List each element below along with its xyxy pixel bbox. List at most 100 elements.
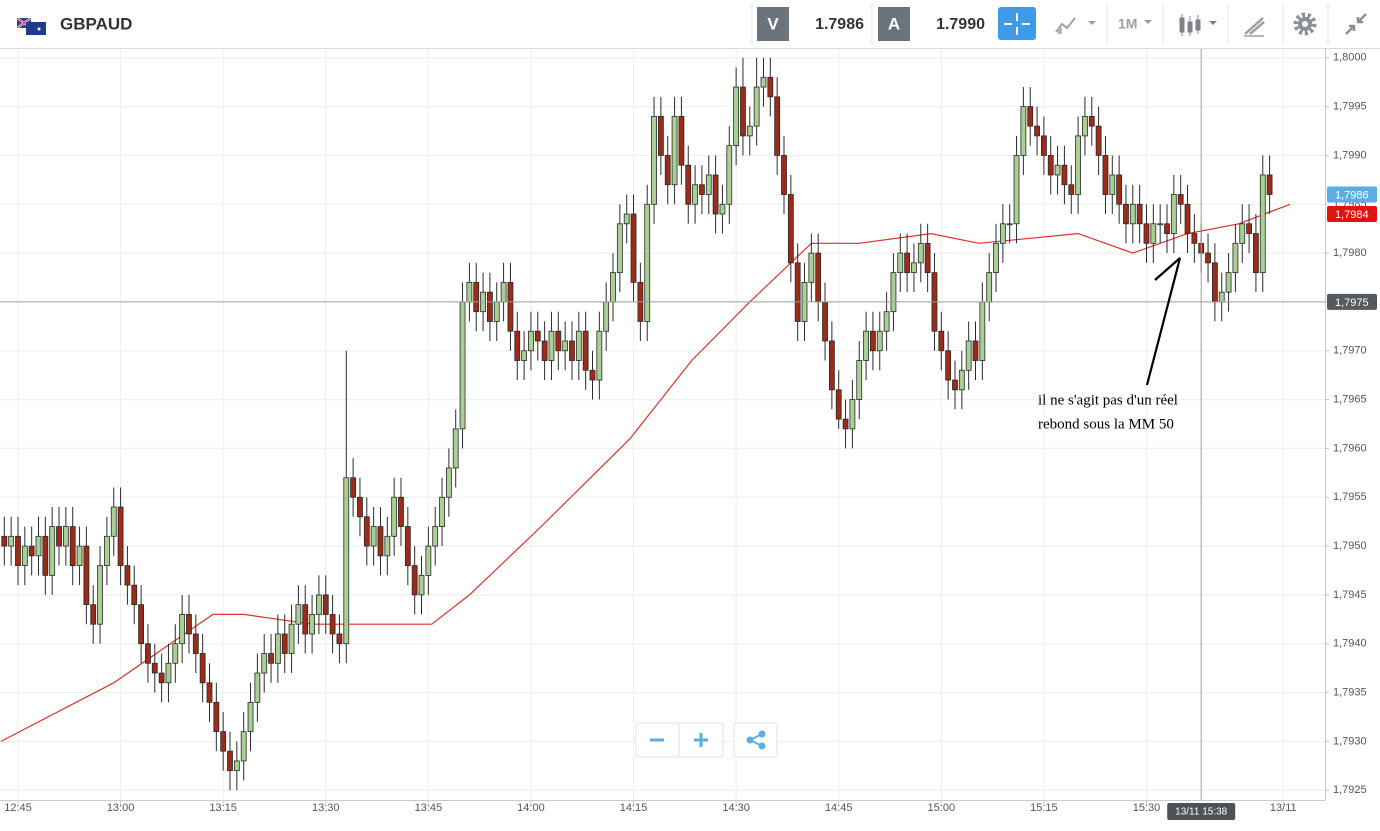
candle-body [90, 604, 97, 625]
candle-body [972, 340, 979, 361]
candle-body [1177, 194, 1184, 205]
candle-body [719, 203, 726, 215]
candle-body [924, 242, 931, 274]
candle-body [1129, 203, 1136, 225]
candle-body [1013, 155, 1020, 225]
candle-body [692, 184, 698, 205]
draw-button[interactable] [1244, 17, 1265, 37]
candle-body [979, 301, 986, 361]
collapse-button[interactable] [1345, 13, 1367, 35]
candle-body [487, 291, 493, 322]
candle-body [500, 281, 507, 303]
candle-body [363, 516, 370, 547]
flag [16, 17, 46, 35]
candle-body [117, 506, 124, 567]
candle-body [233, 760, 240, 772]
candle-body [842, 418, 849, 430]
candle-body [541, 340, 548, 361]
ask-price: 1.7990 [936, 16, 985, 33]
candle-body [528, 330, 534, 352]
candle-body [432, 526, 439, 547]
candle-body [1088, 115, 1095, 127]
candle-body [808, 252, 815, 283]
settings-button[interactable] [1293, 12, 1317, 36]
timeframe[interactable]: 1M [1118, 16, 1137, 32]
candle-body [651, 115, 657, 205]
candle-body [404, 526, 411, 567]
candle-body [165, 662, 172, 684]
ask-badge[interactable] [878, 7, 910, 41]
candle-body [1061, 164, 1068, 186]
candle-body [227, 750, 233, 772]
candle-body [1109, 174, 1116, 195]
candle-body [616, 223, 623, 274]
candle-body [15, 535, 21, 567]
candle-body [678, 115, 685, 166]
candle-body [781, 155, 787, 195]
candle-body [62, 526, 69, 547]
share-button[interactable] [733, 722, 778, 758]
candle-body [124, 565, 131, 586]
candle-body [1116, 174, 1123, 205]
candle-body [35, 535, 42, 557]
y-tick-label: 1,7940 [1333, 638, 1367, 650]
candle-body [439, 496, 445, 527]
x-tick-label: 15:30 [1133, 802, 1161, 814]
crosshair-time-tag [1167, 803, 1236, 820]
y-tick-label: 1,7960 [1333, 442, 1367, 454]
candle-body [418, 574, 425, 596]
candle-body [521, 350, 528, 361]
y-tick-label: 1,7950 [1333, 540, 1367, 552]
x-tick-label: 15:15 [1030, 802, 1058, 814]
candle-body [876, 330, 883, 352]
bid-badge[interactable] [757, 7, 789, 41]
zoom-in-button[interactable] [678, 722, 724, 758]
candle-body [295, 604, 302, 625]
candle-body [596, 330, 603, 381]
candle-body [664, 155, 671, 186]
crosshair-button[interactable] [998, 7, 1036, 40]
candle-body [1075, 135, 1081, 195]
y-tick-label: 1,7955 [1333, 491, 1367, 503]
price-tag-label: 1,7986 [1335, 189, 1369, 201]
candle-body [835, 389, 842, 420]
candle-body [411, 565, 418, 596]
candle-body [42, 535, 49, 576]
candle-body [466, 281, 473, 303]
price-tag-label: 1,7975 [1335, 297, 1369, 309]
zoom-out-button[interactable] [635, 722, 680, 758]
candle-body [1170, 194, 1177, 234]
timeframe-caret [1144, 20, 1152, 24]
x-tick-label: 13:30 [312, 802, 340, 814]
header-bar [0, 0, 1380, 48]
chart-type-button[interactable] [1055, 17, 1096, 34]
candle-body [452, 428, 459, 469]
candle-body [220, 731, 227, 752]
candle-body [945, 350, 952, 381]
candle-body [1218, 291, 1225, 303]
candle-type-button[interactable] [1179, 14, 1217, 36]
x-tick-label: 13/11 [1270, 802, 1297, 814]
candle-body [1143, 223, 1150, 244]
candle-body [897, 252, 904, 274]
candle-body [938, 330, 945, 352]
candle-body [904, 252, 911, 274]
x-tick-label: 12:45 [4, 802, 32, 814]
bid-price: 1.7986 [815, 16, 864, 33]
candle-body [1123, 203, 1129, 225]
candle-body [746, 125, 753, 137]
candle-body [254, 672, 261, 703]
candle-body [1034, 125, 1040, 137]
ma-layer [0, 203, 1291, 742]
candle-body [1259, 174, 1266, 274]
candle-body [849, 399, 856, 430]
candle-body [623, 213, 630, 225]
x-tick-label: 13:00 [107, 802, 135, 814]
candle-body [774, 96, 781, 156]
candle-body [507, 281, 514, 332]
y-tick-label: 1,7965 [1333, 393, 1367, 405]
candles [1, 57, 1273, 791]
candle-body [473, 281, 480, 313]
candle-body [582, 330, 589, 371]
